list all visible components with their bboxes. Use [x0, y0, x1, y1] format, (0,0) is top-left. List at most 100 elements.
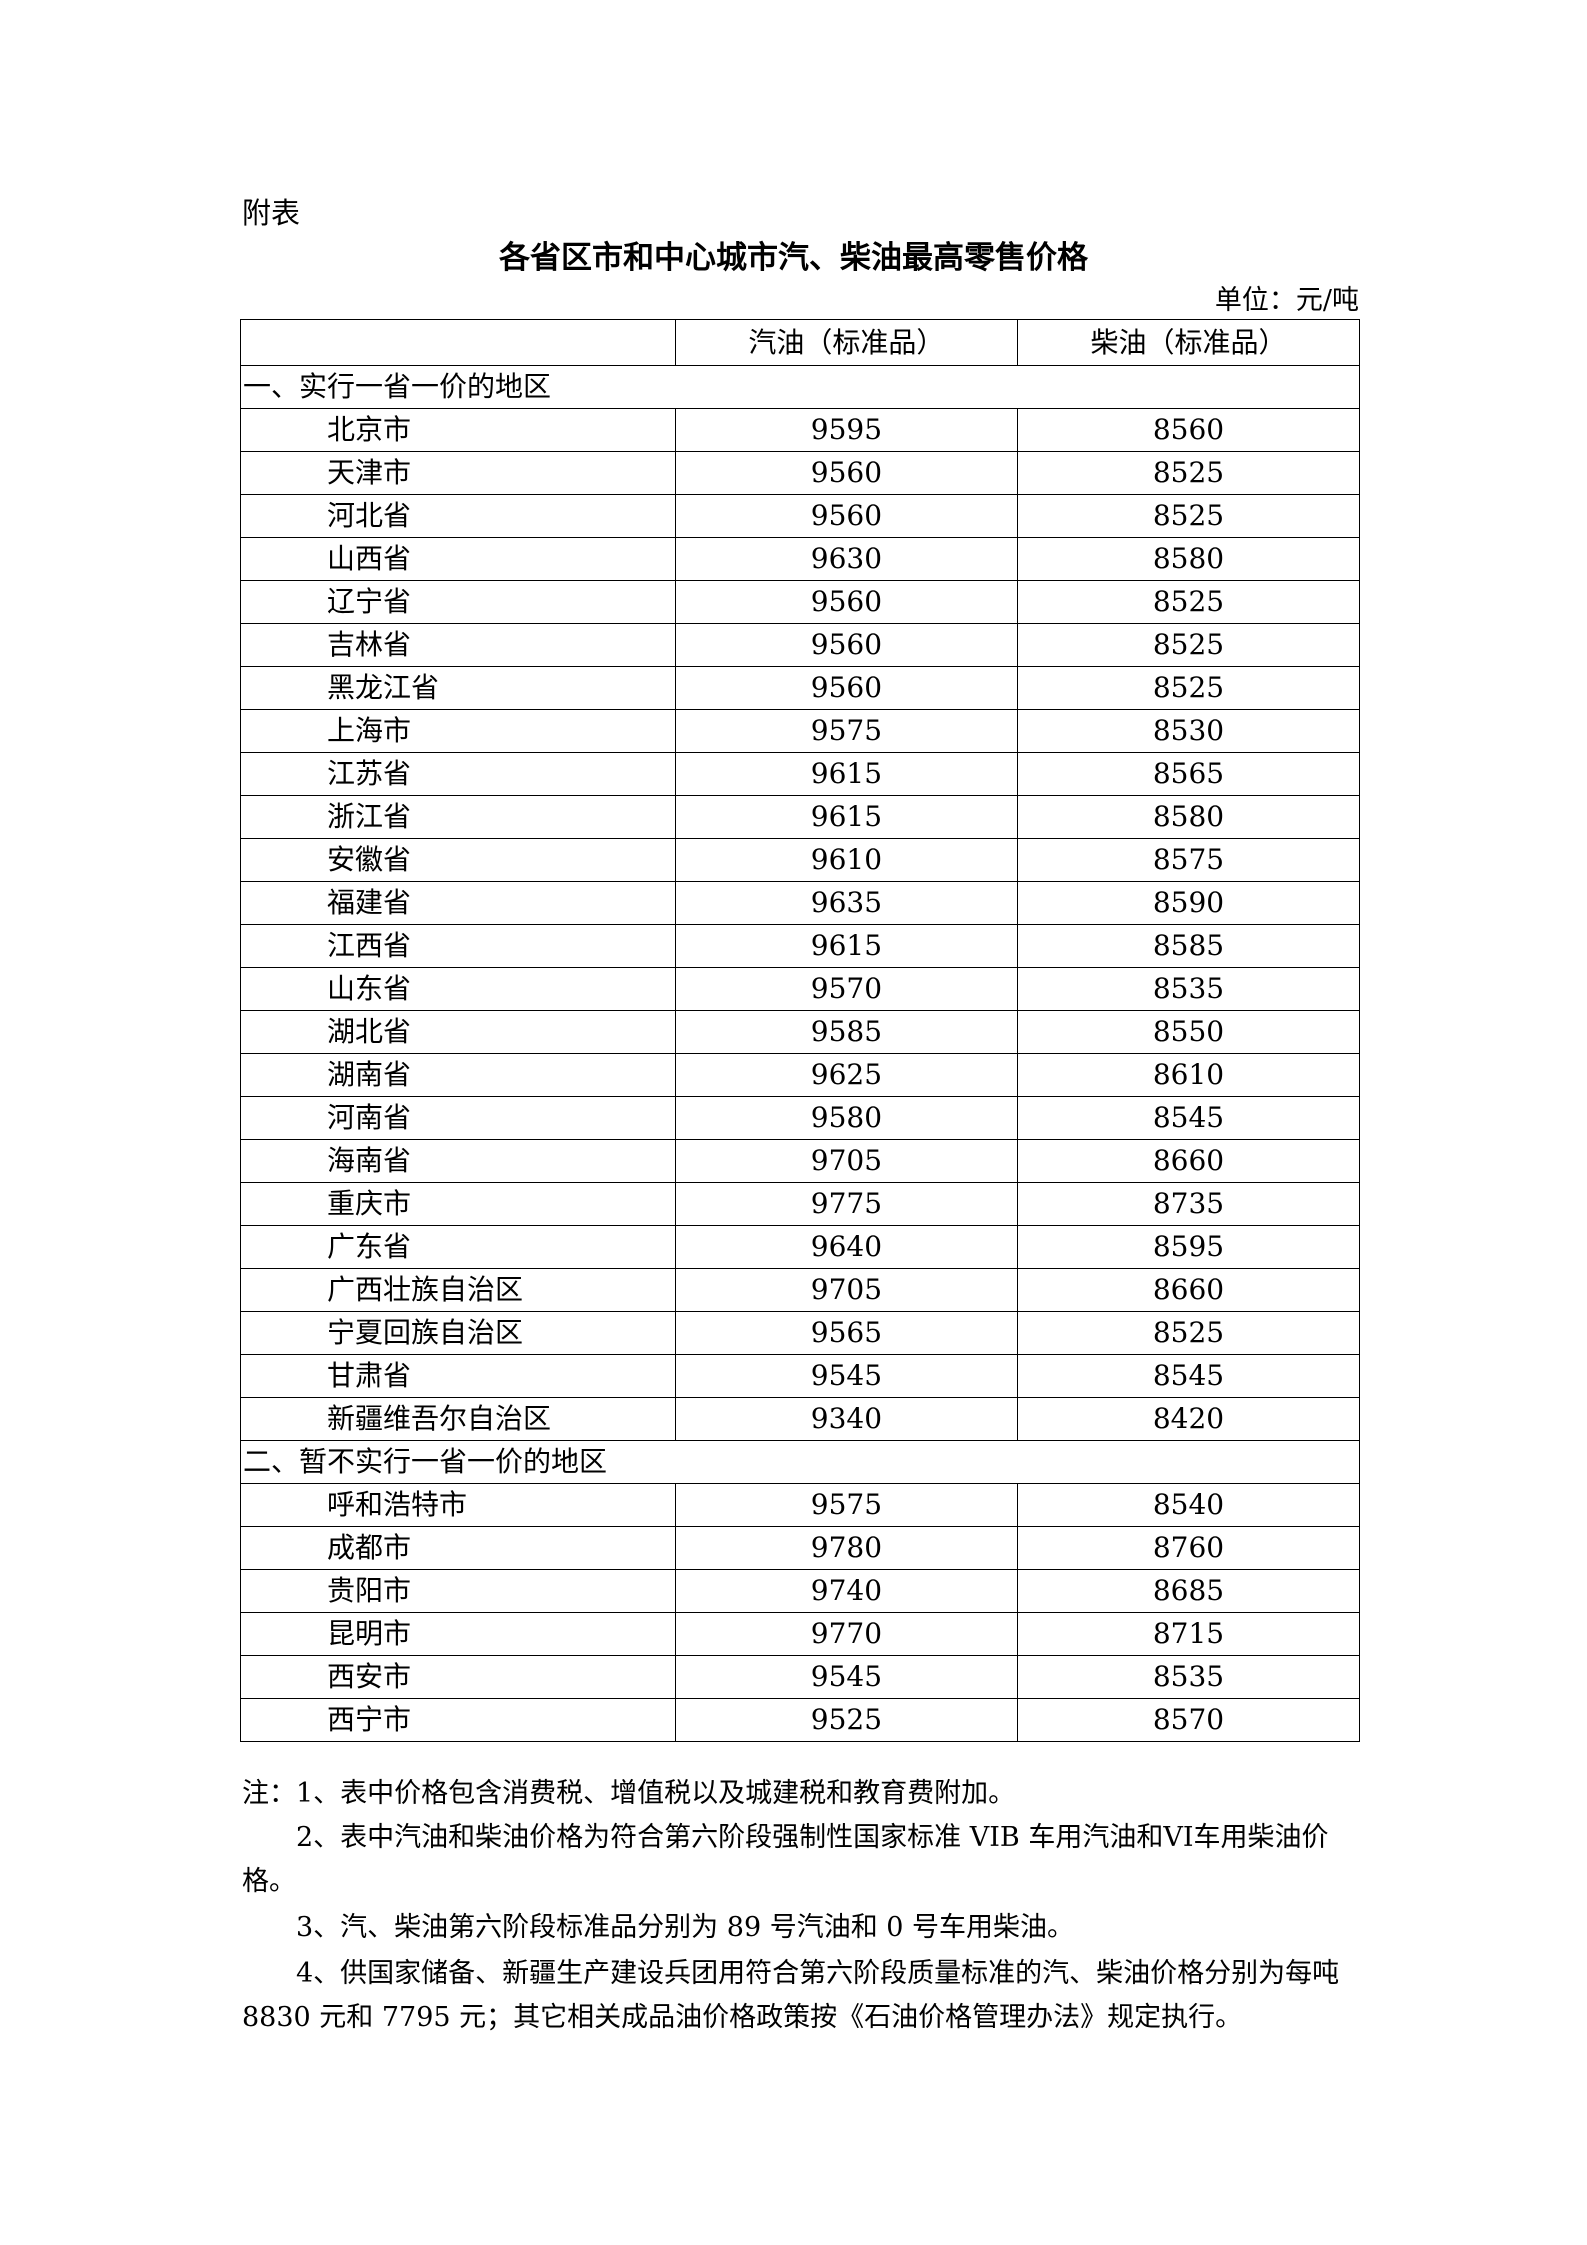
gasoline-price-cell: 9560 — [674, 494, 1018, 538]
diesel-price-cell: 8560 — [1016, 408, 1361, 452]
diesel-price-cell: 8420 — [1016, 1397, 1361, 1441]
header-cell-gasoline: 汽油（标准品） — [674, 319, 1018, 366]
table-row: 江苏省 9615 8565 — [240, 752, 1361, 796]
diesel-price-cell: 8590 — [1016, 881, 1361, 925]
table-row: 西安市 9545 8535 — [240, 1655, 1361, 1699]
note-2: 2、表中汽油和柴油价格为符合第六阶段强制性国家标准 VIB 车用汽油和VI车用柴… — [242, 1822, 1329, 1897]
gasoline-price-cell: 9770 — [674, 1612, 1018, 1656]
table-row: 浙江省 9615 8580 — [240, 795, 1361, 839]
diesel-price-cell: 8715 — [1016, 1612, 1361, 1656]
region-cell: 新疆维吾尔自治区 — [240, 1397, 676, 1441]
table-row: 昆明市 9770 8715 — [240, 1612, 1361, 1656]
diesel-price-cell: 8535 — [1016, 967, 1361, 1011]
diesel-price-cell: 8735 — [1016, 1182, 1361, 1226]
note-4: 4、供国家储备、新疆生产建设兵团用符合第六阶段质量标准的汽、柴油价格分别为每吨 … — [242, 1958, 1340, 2033]
gasoline-price-cell: 9575 — [674, 709, 1018, 753]
table-row: 吉林省 9560 8525 — [240, 623, 1361, 667]
region-cell: 广西壮族自治区 — [240, 1268, 676, 1312]
table-row: 新疆维吾尔自治区 9340 8420 — [240, 1397, 1361, 1441]
gasoline-price-cell: 9615 — [674, 924, 1018, 968]
region-cell: 河南省 — [240, 1096, 676, 1140]
gasoline-price-cell: 9560 — [674, 666, 1018, 710]
diesel-price-cell: 8595 — [1016, 1225, 1361, 1269]
region-cell: 安徽省 — [240, 838, 676, 882]
diesel-price-cell: 8660 — [1016, 1139, 1361, 1183]
region-cell: 广东省 — [240, 1225, 676, 1269]
diesel-price-cell: 8525 — [1016, 494, 1361, 538]
header-cell-diesel: 柴油（标准品） — [1016, 319, 1361, 366]
region-cell: 甘肃省 — [240, 1354, 676, 1398]
table-row: 贵阳市 9740 8685 — [240, 1569, 1361, 1613]
region-cell: 宁夏回族自治区 — [240, 1311, 676, 1355]
gasoline-price-cell: 9625 — [674, 1053, 1018, 1097]
region-cell: 成都市 — [240, 1526, 676, 1570]
table-row: 上海市 9575 8530 — [240, 709, 1361, 753]
note-1: 注：1、表中价格包含消费税、增值税以及城建税和教育费附加。 — [242, 1778, 1016, 1809]
diesel-price-cell: 8685 — [1016, 1569, 1361, 1613]
region-cell: 西安市 — [240, 1655, 676, 1699]
section-row: 一、实行一省一价的地区 — [240, 365, 1360, 409]
gasoline-price-cell: 9610 — [674, 838, 1018, 882]
gasoline-price-cell: 9615 — [674, 795, 1018, 839]
diesel-price-cell: 8760 — [1016, 1526, 1361, 1570]
gasoline-price-cell: 9570 — [674, 967, 1018, 1011]
gasoline-price-cell: 9525 — [674, 1698, 1018, 1742]
diesel-price-cell: 8535 — [1016, 1655, 1361, 1699]
region-cell: 昆明市 — [240, 1612, 676, 1656]
table-row: 呼和浩特市 9575 8540 — [240, 1483, 1361, 1527]
table-row: 重庆市 9775 8735 — [240, 1182, 1361, 1226]
table-row: 安徽省 9610 8575 — [240, 838, 1361, 882]
region-cell: 黑龙江省 — [240, 666, 676, 710]
region-cell: 贵阳市 — [240, 1569, 676, 1613]
region-cell: 江苏省 — [240, 752, 676, 796]
table-row: 天津市 9560 8525 — [240, 451, 1361, 495]
region-cell: 辽宁省 — [240, 580, 676, 624]
notes: 注：1、表中价格包含消费税、增值税以及城建税和教育费附加。 2、表中汽油和柴油价… — [242, 1772, 1360, 2040]
region-cell: 上海市 — [240, 709, 676, 753]
diesel-price-cell: 8660 — [1016, 1268, 1361, 1312]
table-row: 甘肃省 9545 8545 — [240, 1354, 1361, 1398]
gasoline-price-cell: 9630 — [674, 537, 1018, 581]
table-header-row: 汽油（标准品） 柴油（标准品） — [240, 319, 1361, 366]
region-cell: 海南省 — [240, 1139, 676, 1183]
table-row: 广西壮族自治区 9705 8660 — [240, 1268, 1361, 1312]
table-row: 山西省 9630 8580 — [240, 537, 1361, 581]
table-row: 西宁市 9525 8570 — [240, 1698, 1361, 1742]
table-row: 河北省 9560 8525 — [240, 494, 1361, 538]
gasoline-price-cell: 9705 — [674, 1139, 1018, 1183]
diesel-price-cell: 8565 — [1016, 752, 1361, 796]
table-row: 成都市 9780 8760 — [240, 1526, 1361, 1570]
gasoline-price-cell: 9780 — [674, 1526, 1018, 1570]
table-row: 宁夏回族自治区 9565 8525 — [240, 1311, 1361, 1355]
table-row: 广东省 9640 8595 — [240, 1225, 1361, 1269]
gasoline-price-cell: 9580 — [674, 1096, 1018, 1140]
section-label: 二、暂不实行一省一价的地区 — [240, 1440, 1360, 1484]
diesel-price-cell: 8585 — [1016, 924, 1361, 968]
diesel-price-cell: 8525 — [1016, 666, 1361, 710]
table-row: 江西省 9615 8585 — [240, 924, 1361, 968]
gasoline-price-cell: 9635 — [674, 881, 1018, 925]
note-3: 3、汽、柴油第六阶段标准品分别为 89 号汽油和 0 号车用柴油。 — [296, 1912, 1075, 1943]
gasoline-price-cell: 9545 — [674, 1655, 1018, 1699]
region-cell: 山西省 — [240, 537, 676, 581]
gasoline-price-cell: 9775 — [674, 1182, 1018, 1226]
page-title: 各省区市和中心城市汽、柴油最高零售价格 — [499, 240, 1088, 276]
region-cell: 湖南省 — [240, 1053, 676, 1097]
unit-label: 单位：元/吨 — [1214, 285, 1359, 316]
table-row: 黑龙江省 9560 8525 — [240, 666, 1361, 710]
price-table: 汽油（标准品） 柴油（标准品） 一、实行一省一价的地区 北京市 9595 8560 天津… — [240, 319, 1361, 1742]
section-label: 一、实行一省一价的地区 — [240, 365, 1360, 409]
diesel-price-cell: 8525 — [1016, 623, 1361, 667]
region-cell: 天津市 — [240, 451, 676, 495]
diesel-price-cell: 8525 — [1016, 580, 1361, 624]
gasoline-price-cell: 9640 — [674, 1225, 1018, 1269]
region-cell: 山东省 — [240, 967, 676, 1011]
diesel-price-cell: 8525 — [1016, 451, 1361, 495]
gasoline-price-cell: 9705 — [674, 1268, 1018, 1312]
header-cell-region — [240, 319, 676, 366]
diesel-price-cell: 8550 — [1016, 1010, 1361, 1054]
table-row: 河南省 9580 8545 — [240, 1096, 1361, 1140]
table-row: 北京市 9595 8560 — [240, 408, 1361, 452]
region-cell: 重庆市 — [240, 1182, 676, 1226]
region-cell: 福建省 — [240, 881, 676, 925]
